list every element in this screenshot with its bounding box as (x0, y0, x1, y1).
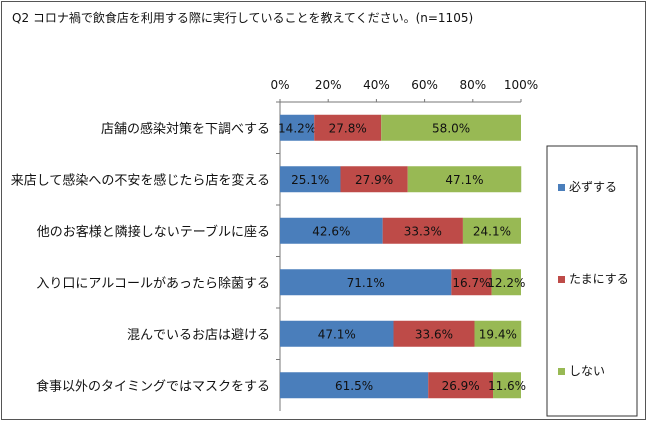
bar-segment (491, 269, 521, 296)
data-label: 27.8% (329, 121, 367, 135)
legend-swatch (558, 276, 565, 283)
legend-swatch (558, 368, 565, 375)
x-tick-label: 0% (270, 78, 289, 92)
bar-segment (340, 166, 408, 193)
data-label: 58.0% (432, 121, 470, 135)
bar-segment (280, 166, 341, 193)
data-label: 11.6% (488, 379, 526, 393)
bar-segment (280, 269, 452, 296)
bar-segment (314, 114, 382, 141)
bar-segment (280, 320, 394, 347)
legend-label: しない (569, 364, 605, 378)
data-label: 71.1% (347, 276, 385, 290)
data-label: 27.9% (355, 173, 393, 187)
x-tick-label: 100% (504, 78, 538, 92)
bar-segment (382, 217, 463, 244)
legend-label: たまにする (569, 272, 629, 286)
bar-segment (280, 217, 383, 244)
bar-segment (280, 114, 315, 141)
data-label: 47.1% (445, 173, 483, 187)
data-label: 61.5% (335, 379, 373, 393)
category-label: 混んでいるお店は避ける (127, 328, 270, 343)
category-label: 他のお客様と隣接しないテーブルに座る (37, 224, 270, 240)
bar-segment (474, 320, 522, 347)
data-label: 24.1% (473, 224, 511, 238)
chart-title: Q2 コロナ禍で飲食店を利用する際に実行していることを教えてください。(n=11… (12, 11, 474, 25)
bar-segment (451, 269, 492, 296)
x-tick-label: 80% (459, 78, 486, 92)
category-label: 入り口にアルコールがあったら除菌する (36, 276, 270, 291)
data-label: 47.1% (318, 327, 356, 341)
bar-segment (493, 372, 521, 399)
bar-segment (407, 166, 522, 193)
bar-segment (280, 372, 429, 399)
data-label: 33.3% (404, 224, 442, 238)
legend-label: 必ずする (569, 180, 617, 194)
legend-box (546, 145, 638, 417)
data-label: 16.7% (452, 276, 490, 290)
data-label: 25.1% (291, 173, 329, 187)
data-label: 42.6% (312, 224, 350, 238)
data-label: 12.2% (487, 276, 525, 290)
bar-segment (428, 372, 494, 399)
data-label: 26.9% (442, 379, 480, 393)
x-tick-label: 40% (363, 78, 390, 92)
x-tick-label: 60% (411, 78, 438, 92)
category-label: 食事以外のタイミングではマスクをする (36, 378, 270, 394)
bar-segment (393, 320, 475, 347)
data-label: 14.2% (278, 121, 316, 135)
bar-segment (462, 217, 521, 244)
category-label: 店舗の感染対策を下調べする (101, 121, 270, 137)
data-label: 19.4% (479, 327, 517, 341)
category-label: 来店して感染への不安を感じたら店を変える (11, 172, 270, 188)
bar-segment (381, 114, 521, 141)
x-tick-label: 20% (315, 78, 342, 92)
legend-swatch (558, 184, 565, 191)
data-label: 33.6% (415, 327, 453, 341)
